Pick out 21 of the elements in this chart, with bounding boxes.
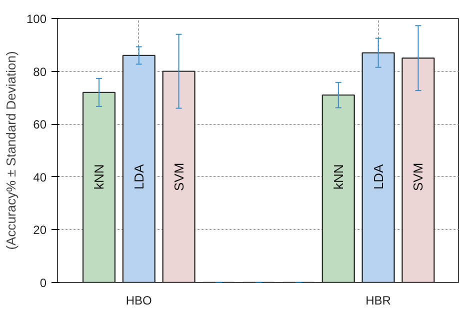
y-tick-label: 60 — [33, 118, 47, 132]
y-axis-title: (Accuracy% ± Standard Deviation) — [3, 51, 18, 250]
text: LDA — [370, 164, 386, 190]
bar — [82, 92, 116, 282]
series-label: SVM — [171, 162, 186, 191]
text: kNN — [91, 164, 106, 190]
bar — [162, 70, 196, 282]
y-tick-label: 0 — [40, 276, 47, 290]
series-label: kNN — [330, 164, 346, 190]
y-tick-label: 80 — [33, 64, 47, 79]
y-tick-label: 20 — [33, 223, 47, 238]
y-tick-label: 100 — [26, 12, 47, 26]
bar — [362, 52, 395, 282]
text: SVM — [410, 162, 426, 191]
bar — [122, 54, 156, 282]
series-label: LDA — [131, 164, 146, 190]
x-tick-label: HBO — [126, 294, 152, 308]
bar — [402, 58, 435, 282]
x-tick-label: HBR — [366, 294, 392, 308]
bar — [322, 94, 355, 282]
y-tick-label: 40 — [33, 170, 47, 184]
